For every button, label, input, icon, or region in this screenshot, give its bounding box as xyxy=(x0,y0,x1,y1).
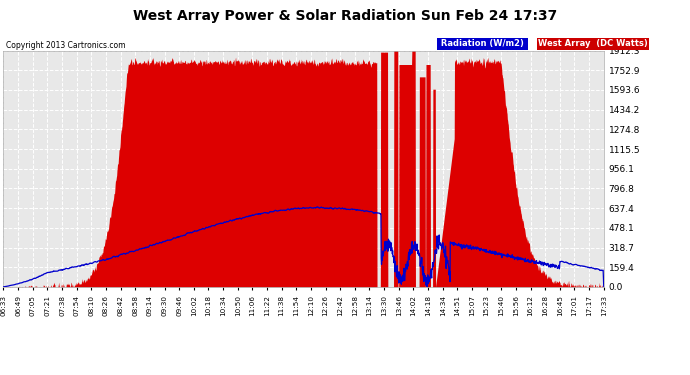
Text: West Array Power & Solar Radiation Sun Feb 24 17:37: West Array Power & Solar Radiation Sun F… xyxy=(133,9,557,23)
Text: West Array  (DC Watts): West Array (DC Watts) xyxy=(538,39,648,48)
Text: Copyright 2013 Cartronics.com: Copyright 2013 Cartronics.com xyxy=(6,41,125,50)
Text: Radiation (W/m2): Radiation (W/m2) xyxy=(438,39,527,48)
